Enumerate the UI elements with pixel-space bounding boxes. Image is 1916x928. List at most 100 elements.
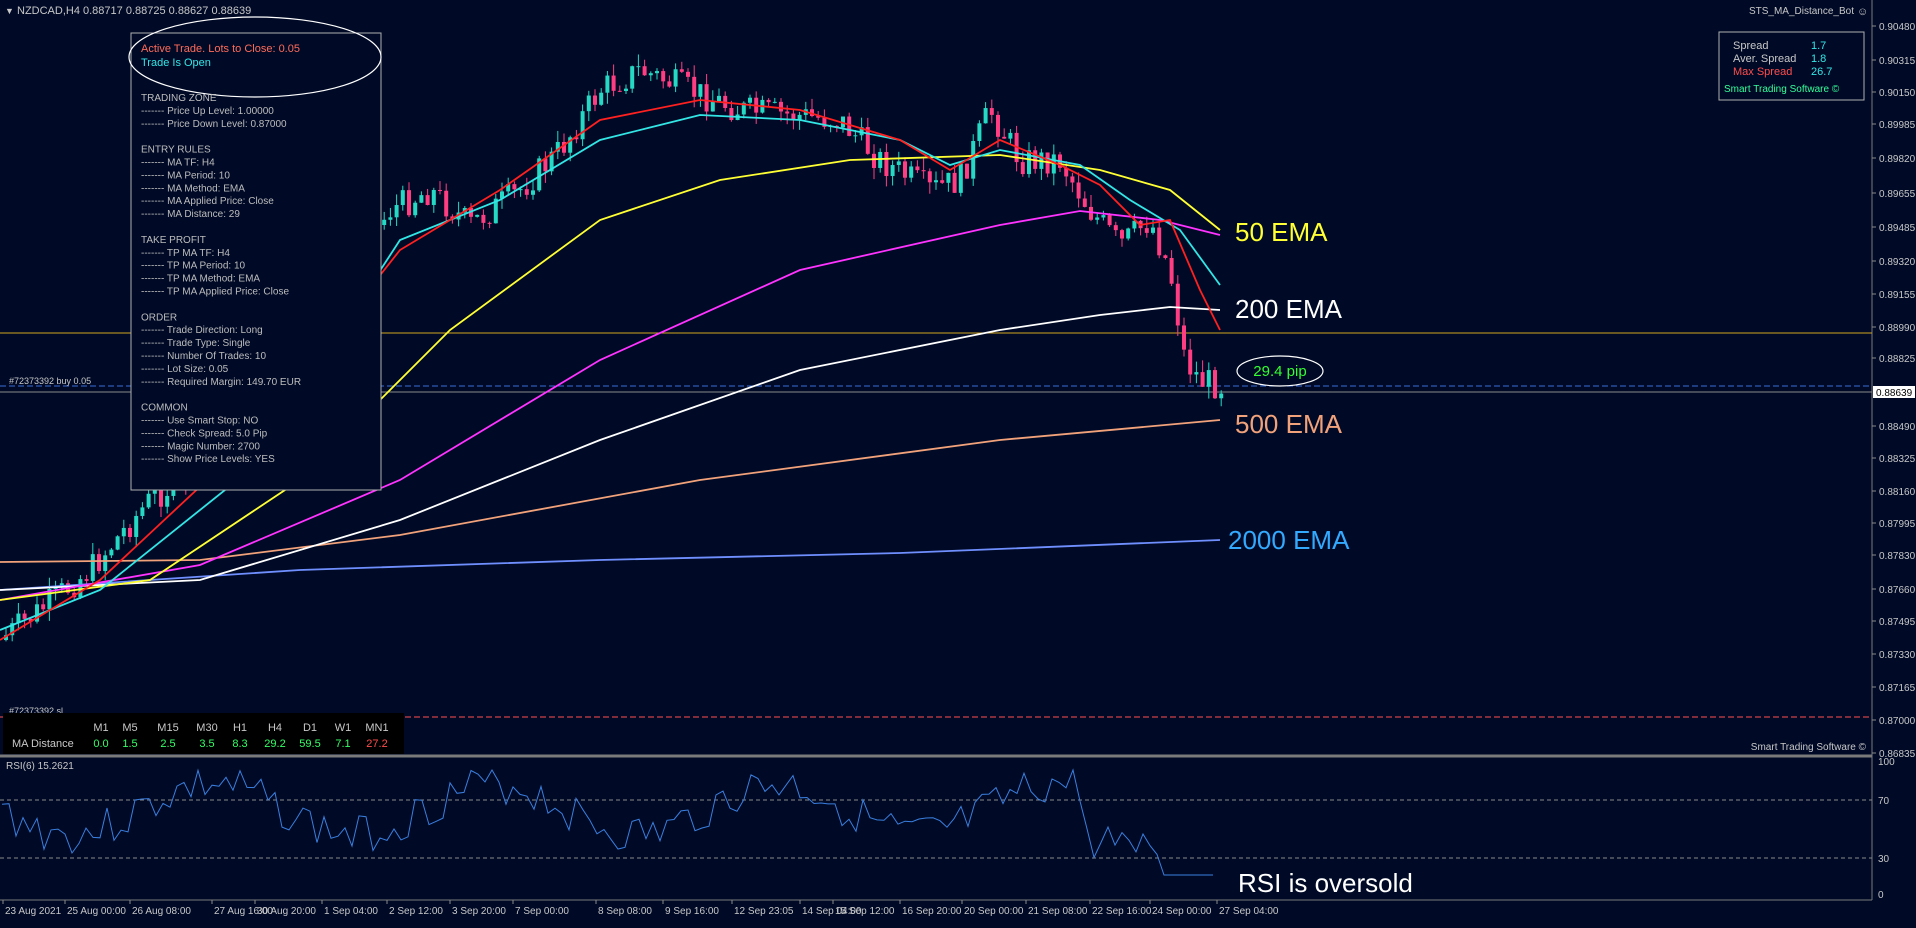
candle-body: [586, 95, 591, 112]
candle-body: [78, 579, 83, 598]
candle-body: [59, 583, 64, 587]
candle-body: [574, 137, 579, 140]
smiley-icon[interactable]: ☺: [1857, 6, 1868, 18]
candle-body: [704, 84, 709, 112]
candle-body: [698, 84, 703, 97]
panel-line: ------- Number Of Trades: 10: [141, 351, 266, 362]
candle-body: [648, 73, 653, 76]
candle-body: [425, 195, 430, 205]
candle-body: [884, 151, 889, 177]
ma-tf-mn1: MN1: [365, 722, 388, 734]
candle-body: [400, 190, 405, 206]
candle-body: [872, 153, 876, 168]
time-axis[interactable]: 23 Aug 2021 25 Aug 00:00 26 Aug 08:00 27 Au…: [2, 900, 1279, 917]
ma-value-m15: 2.5: [160, 738, 175, 750]
candle-body: [630, 66, 635, 89]
candle-body: [531, 190, 535, 195]
time-label: 2 Sep 12:00: [389, 906, 443, 917]
price-label: 0.89155: [1879, 290, 1916, 301]
price-axis[interactable]: 0.90315 0.90150 0.89985 0.89820 0.89655 0.894…: [1872, 22, 1916, 760]
candle-body: [97, 554, 101, 572]
active-trade-status: Active Trade. Lots to Close: 0.05: [141, 43, 300, 55]
candle-body: [896, 161, 901, 165]
candle-body: [103, 555, 108, 572]
ema-2000-label: 2000 EMA: [1228, 525, 1350, 555]
candle-body: [1070, 176, 1075, 183]
candle-body: [679, 69, 684, 72]
ema-2000-line: [0, 539, 1221, 591]
candle-body: [41, 604, 46, 610]
candle-body: [487, 222, 492, 224]
order-label: #72373392 buy 0.05: [9, 376, 91, 386]
candle-body: [934, 180, 938, 183]
candle-body: [611, 75, 616, 91]
panel-line: TRADING ZONE: [141, 93, 217, 104]
ema-200-line: [0, 306, 1221, 591]
panel-line: ------- Required Margin: 149.70 EUR: [141, 377, 301, 388]
candle-body: [524, 189, 529, 195]
ma-value-w1: 7.1: [335, 738, 350, 750]
candle-body: [853, 135, 858, 137]
candle-body: [1064, 167, 1069, 177]
time-label: 1 Sep 04:00: [324, 906, 378, 917]
brand-bottom: Smart Trading Software ©: [1751, 742, 1867, 753]
time-label: 23 Aug 2021: [5, 906, 62, 917]
candle-body: [128, 527, 132, 537]
candle-body: [146, 493, 151, 508]
candle-body: [1002, 136, 1007, 139]
ma-distance-label: MA Distance: [12, 738, 74, 750]
candle-body: [1219, 393, 1224, 399]
candle-body: [1163, 255, 1168, 258]
rsi-panel[interactable]: RSI(6) 15.2621 100 70 30 0 RSI is overso…: [0, 757, 1895, 901]
panel-line: ------- Magic Number: 2700: [141, 441, 260, 452]
time-label: 12 Sep 23:05: [734, 906, 794, 917]
candle-body: [1169, 257, 1174, 284]
panel-line: COMMON: [141, 403, 188, 414]
panel-line: ------- Show Price Levels: YES: [141, 454, 275, 465]
price-label: 0.89320: [1879, 257, 1916, 268]
candle-body: [1101, 215, 1106, 218]
candle-body: [971, 141, 976, 179]
price-label: 0.88990: [1879, 323, 1916, 334]
price-label: 0.90480: [1879, 22, 1916, 33]
ema-50-line: [0, 154, 1221, 601]
candle-body: [859, 127, 864, 136]
candle-body: [996, 114, 1000, 137]
ma-value-mn1: 27.2: [366, 738, 387, 750]
panel-line: ------- Trade Type: Single: [141, 338, 251, 349]
candle-body: [617, 90, 622, 92]
chevron-down-icon[interactable]: ▼: [5, 6, 14, 16]
price-label: 0.89655: [1879, 189, 1916, 200]
ema-200-label: 200 EMA: [1235, 294, 1343, 324]
candle-body: [1095, 217, 1100, 220]
ma-value-h4: 29.2: [264, 738, 285, 750]
panel-line: ------- TP MA Method: EMA: [141, 274, 260, 285]
candle-body: [915, 166, 920, 171]
rsi-level-70-label: 70: [1878, 796, 1890, 807]
max-spread-value: 26.7: [1811, 66, 1832, 78]
candle-body: [661, 71, 666, 82]
candle-body: [394, 205, 399, 218]
panel-line: ------- MA Distance: 29: [141, 209, 240, 220]
price-label: 0.87830: [1879, 551, 1916, 562]
price-label: 0.89820: [1879, 154, 1916, 165]
time-label: 20 Sep 00:00: [964, 906, 1024, 917]
candle-body: [16, 613, 21, 624]
time-label: 25 Aug 00:00: [67, 906, 126, 917]
candle-body: [624, 88, 628, 92]
panel-line: ------- TP MA TF: H4: [141, 248, 230, 259]
pip-distance-label: 29.4 pip: [1253, 363, 1306, 380]
candle-body: [1020, 162, 1025, 175]
candle-body: [90, 554, 95, 581]
max-spread-label: Max Spread: [1733, 66, 1792, 78]
candle-body: [568, 137, 573, 153]
ma-tf-m30: M30: [196, 722, 217, 734]
panel-line: TAKE PROFIT: [141, 235, 206, 246]
candle-body: [673, 69, 678, 87]
aver-spread-value: 1.8: [1811, 53, 1826, 65]
ma-value-m30: 3.5: [199, 738, 214, 750]
panel-line: ORDER: [141, 312, 177, 323]
ma-value-h1: 8.3: [232, 738, 247, 750]
candle-body: [903, 161, 907, 178]
